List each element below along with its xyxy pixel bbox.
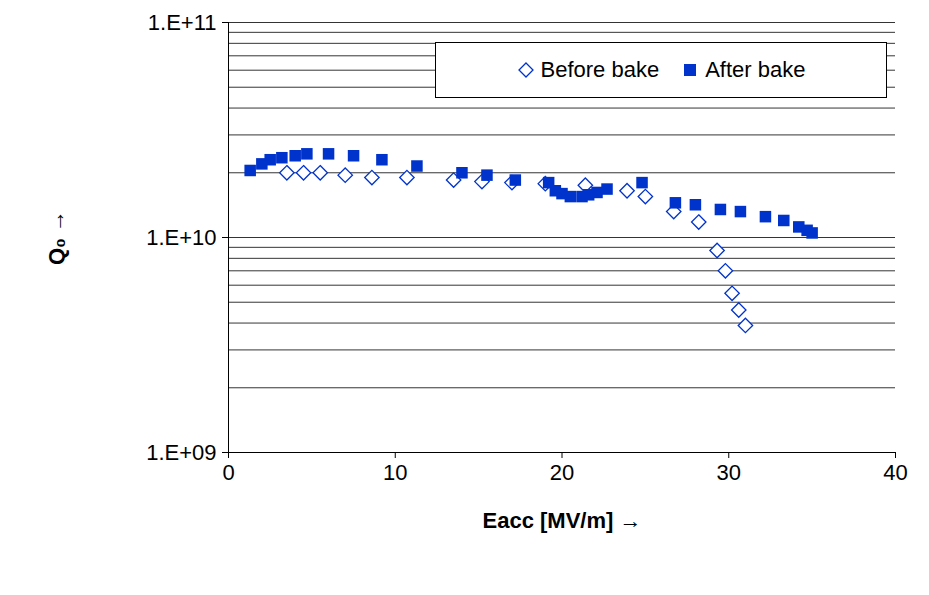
svg-text:20: 20	[550, 460, 574, 485]
svg-text:Q₀ →: Q₀ →	[44, 210, 69, 265]
svg-text:40: 40	[883, 460, 907, 485]
html-text:After bake: After bake	[705, 57, 806, 82]
svg-text:1.E+10: 1.E+10	[146, 225, 216, 250]
svg-text:Eacc [MV/m] →: Eacc [MV/m] →	[483, 508, 642, 533]
svg-text:0: 0	[222, 460, 234, 485]
svg-text:1.E+11: 1.E+11	[148, 10, 217, 35]
html-text:Before bake: Before bake	[540, 57, 660, 82]
svg-text:30: 30	[717, 460, 741, 485]
svg-text:10: 10	[383, 460, 407, 485]
svg-text:1.E+09: 1.E+09	[146, 440, 216, 465]
